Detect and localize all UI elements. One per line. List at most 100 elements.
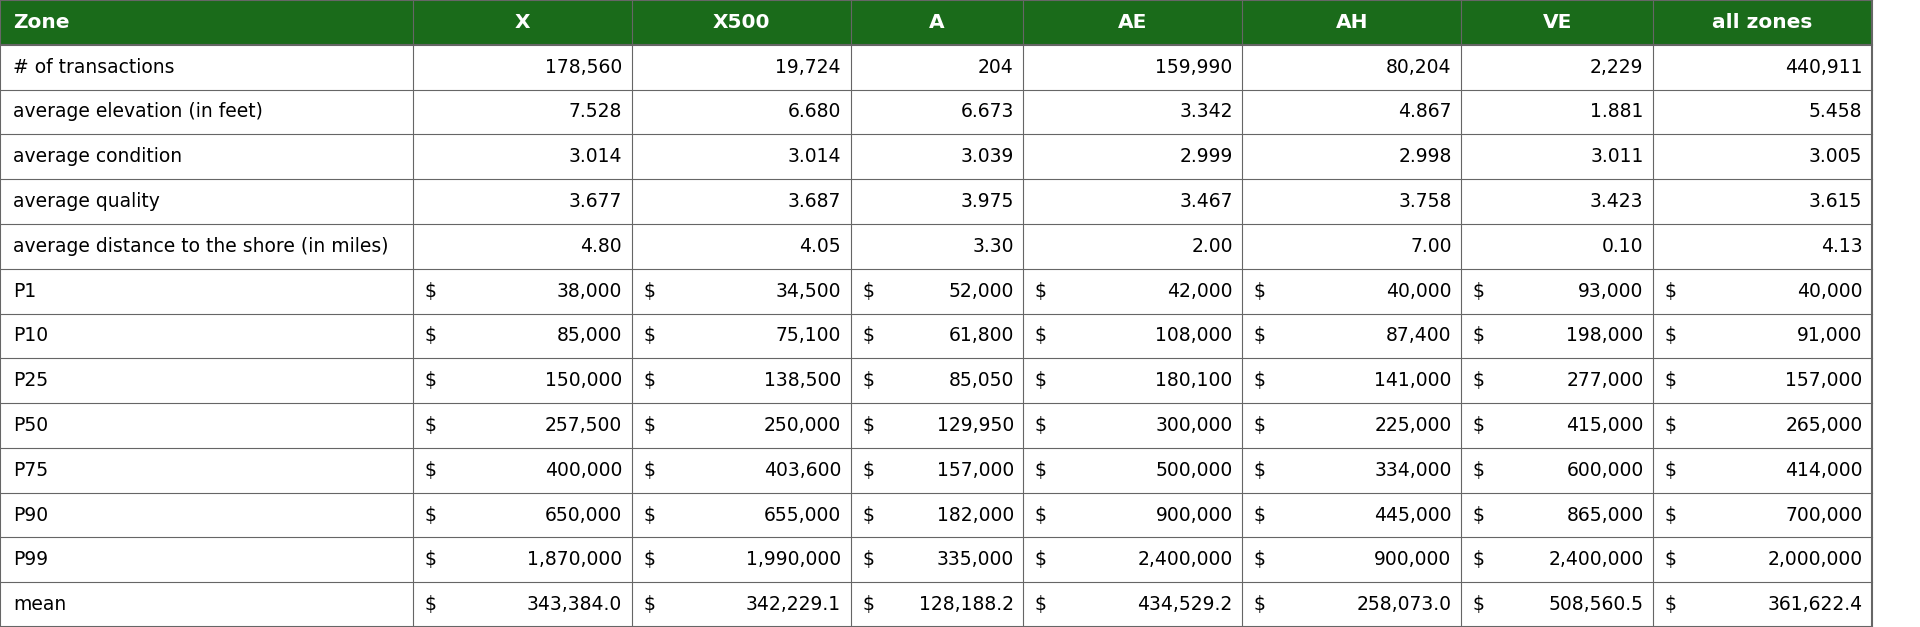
Text: 1,990,000: 1,990,000 [745,551,841,569]
Bar [1023,358,1242,403]
Text: 900,000: 900,000 [1156,505,1233,525]
Bar [413,403,632,448]
Text: 900,000: 900,000 [1375,551,1452,569]
Text: 257,500: 257,500 [545,416,622,435]
Bar [1242,537,1461,582]
Bar [1461,45,1653,90]
Bar [1242,45,1461,90]
Text: $: $ [1254,551,1265,569]
Bar [0,269,413,314]
Text: 85,050: 85,050 [948,371,1014,390]
Text: $: $ [643,327,655,345]
Text: 3.039: 3.039 [960,147,1014,166]
Bar [632,314,851,358]
Bar [0,448,413,493]
Text: 3.423: 3.423 [1590,192,1644,211]
Bar [1653,179,1872,224]
Bar [1461,134,1653,179]
Text: $: $ [1035,416,1046,435]
Text: $: $ [862,595,874,614]
Bar [1653,314,1872,358]
Bar [413,537,632,582]
Text: $: $ [1254,282,1265,300]
Text: $: $ [1254,416,1265,435]
Text: AE: AE [1117,13,1148,32]
Text: 415,000: 415,000 [1567,416,1644,435]
Text: $: $ [862,461,874,480]
Text: P75: P75 [13,461,48,480]
Text: $: $ [643,282,655,300]
Text: 2,400,000: 2,400,000 [1137,551,1233,569]
Bar [413,45,632,90]
Bar [1023,403,1242,448]
Text: 93,000: 93,000 [1578,282,1644,300]
Text: 141,000: 141,000 [1375,371,1452,390]
Bar [632,448,851,493]
Bar [851,179,1023,224]
Text: mean: mean [13,595,67,614]
Text: $: $ [1665,461,1676,480]
Bar [851,134,1023,179]
Bar [1461,537,1653,582]
Text: $: $ [424,416,436,435]
Bar [1653,269,1872,314]
Bar [632,269,851,314]
Text: 180,100: 180,100 [1156,371,1233,390]
Text: 3.687: 3.687 [787,192,841,211]
Bar [851,493,1023,537]
Text: 250,000: 250,000 [764,416,841,435]
Text: average quality: average quality [13,192,159,211]
Bar [1653,0,1872,45]
Text: 3.758: 3.758 [1398,192,1452,211]
Bar [1653,224,1872,269]
Text: 198,000: 198,000 [1567,327,1644,345]
Text: 34,500: 34,500 [776,282,841,300]
Text: $: $ [424,327,436,345]
Bar [1242,493,1461,537]
Bar [1653,45,1872,90]
Text: $: $ [1473,282,1484,300]
Text: 334,000: 334,000 [1375,461,1452,480]
Bar [1023,0,1242,45]
Bar [0,45,413,90]
Bar [1023,90,1242,134]
Bar [1023,179,1242,224]
Text: 0.10: 0.10 [1601,237,1644,256]
Text: 4.80: 4.80 [580,237,622,256]
Bar [413,358,632,403]
Text: 19,724: 19,724 [776,58,841,76]
Text: 3.011: 3.011 [1590,147,1644,166]
Bar [1461,224,1653,269]
Bar [413,448,632,493]
Text: $: $ [1035,505,1046,525]
Text: 343,384.0: 343,384.0 [526,595,622,614]
Bar [1023,224,1242,269]
Text: $: $ [862,551,874,569]
Text: P10: P10 [13,327,48,345]
Bar [1653,358,1872,403]
Text: 129,950: 129,950 [937,416,1014,435]
Text: $: $ [862,505,874,525]
Text: $: $ [1254,327,1265,345]
Text: 500,000: 500,000 [1156,461,1233,480]
Bar [851,448,1023,493]
Text: 5.458: 5.458 [1809,102,1862,122]
Text: 157,000: 157,000 [937,461,1014,480]
Bar [0,179,413,224]
Bar [632,493,851,537]
Text: A: A [929,13,945,32]
Text: 4.867: 4.867 [1398,102,1452,122]
Bar [1023,45,1242,90]
Text: 6.673: 6.673 [960,102,1014,122]
Text: $: $ [862,371,874,390]
Text: 3.975: 3.975 [960,192,1014,211]
Text: $: $ [1665,371,1676,390]
Bar [851,537,1023,582]
Text: P50: P50 [13,416,48,435]
Bar [851,0,1023,45]
Text: 3.615: 3.615 [1809,192,1862,211]
Text: $: $ [1473,327,1484,345]
Bar [1461,448,1653,493]
Bar [0,493,413,537]
Text: P90: P90 [13,505,48,525]
